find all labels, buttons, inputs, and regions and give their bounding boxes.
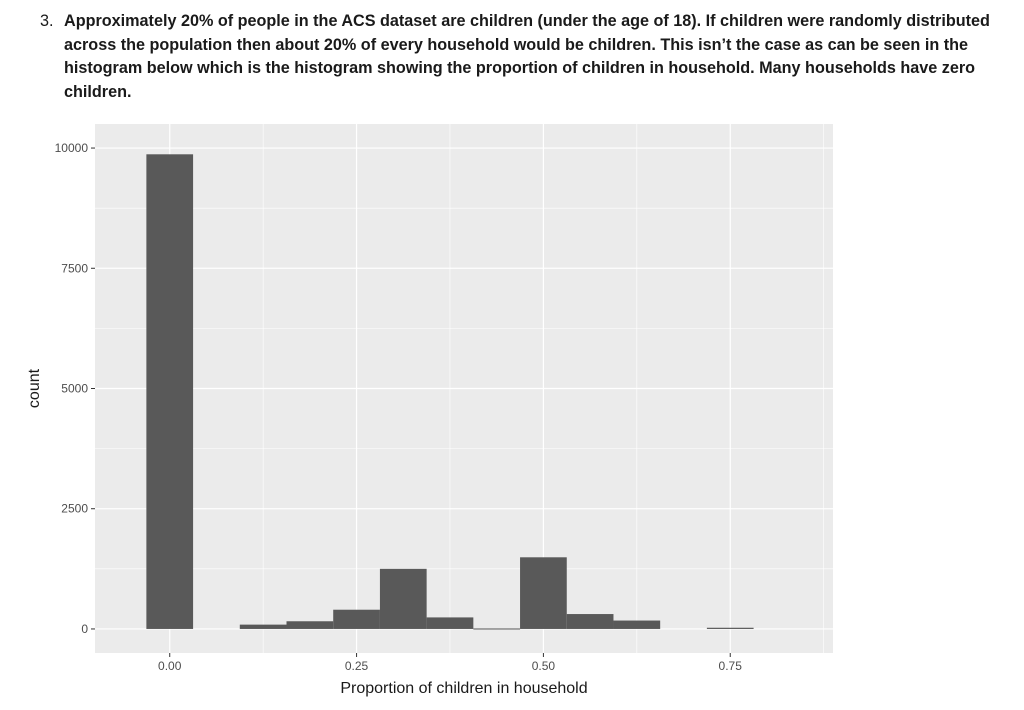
question-number: 3. bbox=[40, 12, 54, 30]
histogram-bar bbox=[239, 624, 287, 629]
x-axis-title: Proportion of children in household bbox=[340, 680, 587, 697]
y-axis-title: count bbox=[26, 368, 43, 408]
y-tick-label: 10000 bbox=[55, 141, 89, 155]
x-axis: 0.00 0.25 0.50 0.75 bbox=[158, 653, 742, 673]
x-tick-label: 0.75 bbox=[719, 659, 743, 673]
question-block: 3. Approximately 20% of people in the AC… bbox=[40, 10, 1010, 104]
x-tick-label: 0.00 bbox=[158, 659, 182, 673]
x-tick-label: 0.25 bbox=[345, 659, 369, 673]
x-tick-label: 0.50 bbox=[532, 659, 556, 673]
bars bbox=[146, 154, 754, 630]
y-tick-label: 2500 bbox=[61, 502, 88, 516]
histogram-bar bbox=[286, 621, 334, 629]
histogram-bar bbox=[333, 609, 380, 629]
histogram-bar bbox=[473, 628, 521, 630]
histogram-bar bbox=[146, 154, 194, 629]
histogram-bar bbox=[566, 614, 614, 629]
y-tick-label: 5000 bbox=[61, 382, 88, 396]
histogram-bar bbox=[706, 627, 754, 629]
histogram-bar bbox=[520, 557, 567, 629]
y-tick-label: 7500 bbox=[61, 261, 88, 275]
question-text: Approximately 20% of people in the ACS d… bbox=[64, 12, 990, 101]
y-axis: 0 2500 5000 7500 10000 bbox=[55, 141, 95, 636]
histogram-bar bbox=[379, 568, 427, 629]
histogram-bar bbox=[613, 620, 661, 629]
histogram-bar bbox=[426, 617, 474, 629]
y-tick-label: 0 bbox=[81, 622, 88, 636]
